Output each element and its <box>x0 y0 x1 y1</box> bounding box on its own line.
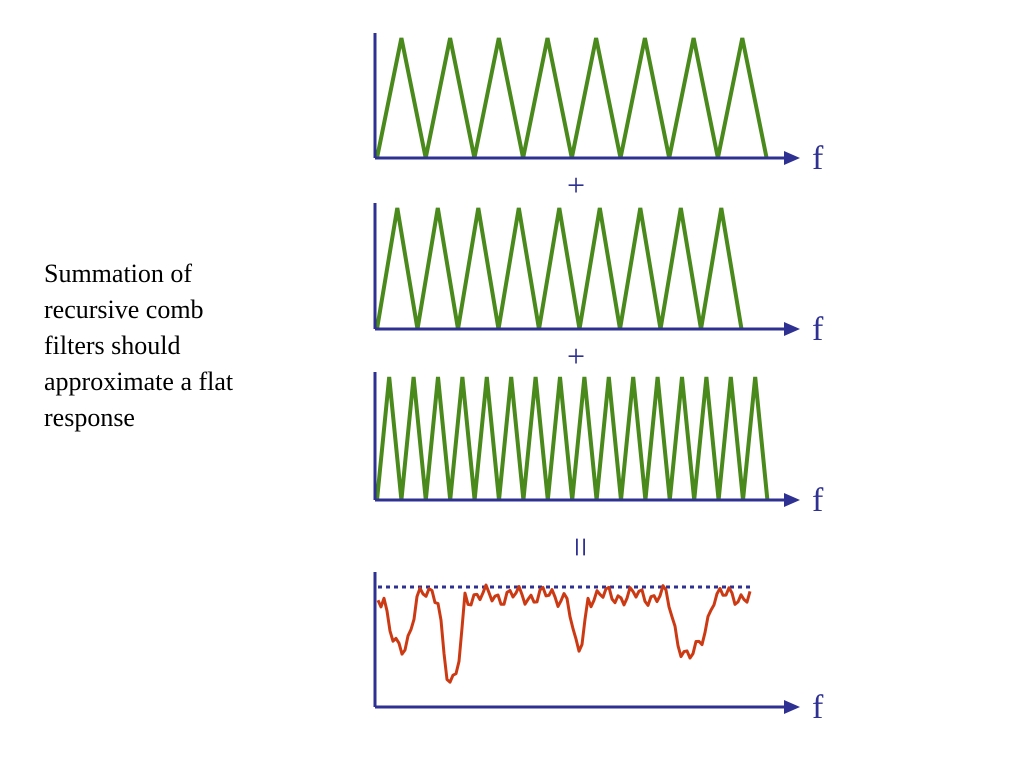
axis-arrow <box>784 151 800 165</box>
axis-arrow <box>784 700 800 714</box>
comb-response <box>375 376 770 501</box>
comb-response <box>375 37 769 159</box>
caption: Summation of recursive comb filters shou… <box>44 256 233 436</box>
operator: + <box>567 167 585 203</box>
axis-label: f <box>812 311 824 348</box>
axis-arrow <box>784 322 800 336</box>
caption-line: recursive comb <box>44 295 204 324</box>
summed-response <box>376 583 752 684</box>
caption-line: filters should <box>44 331 181 360</box>
axis-label: f <box>812 140 824 177</box>
comb-response <box>375 207 744 330</box>
operator: = <box>561 537 601 557</box>
axis-label: f <box>812 689 824 726</box>
caption-line: approximate a flat <box>44 367 234 396</box>
axis-label: f <box>812 482 824 519</box>
caption-line: Summation of <box>44 259 193 288</box>
operator: + <box>567 338 585 374</box>
caption-line: response <box>44 403 135 432</box>
axis-arrow <box>784 493 800 507</box>
